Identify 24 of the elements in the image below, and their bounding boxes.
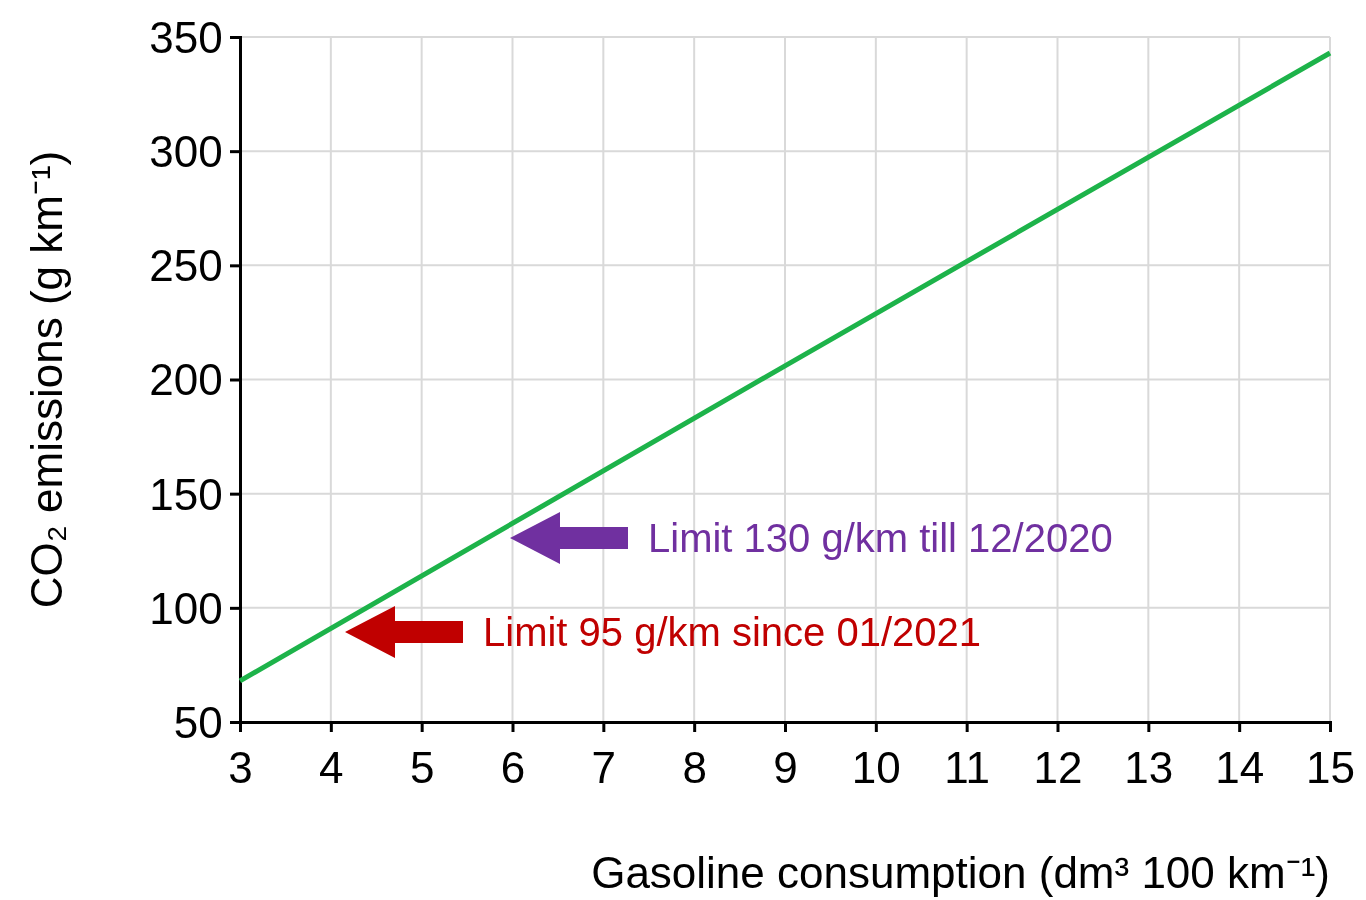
y-tick-label: 350: [149, 12, 223, 62]
y-tick-label: 200: [149, 355, 223, 405]
annotation: Limit 130 g/km till 12/2020: [648, 516, 1113, 560]
y-tick-label: 150: [149, 469, 223, 519]
y-tick-label: 50: [173, 697, 223, 747]
y-tick-label: 250: [149, 241, 223, 291]
y-tick-label: 300: [149, 127, 223, 177]
x-tick-label: 10: [851, 743, 901, 793]
x-tick-label: 5: [409, 743, 435, 793]
x-tick-label: 14: [1215, 743, 1265, 793]
x-tick-label: 3: [228, 743, 253, 793]
x-tick-label: 7: [591, 743, 617, 793]
x-tick-label: 11: [944, 743, 991, 793]
x-tick-label: 6: [500, 743, 526, 793]
x-tick-label: 4: [319, 743, 344, 793]
x-tick-label: 12: [1033, 743, 1083, 793]
x-tick-label: 15: [1306, 743, 1355, 793]
y-axis-title: CO₂ emissions (g km⁻¹): [22, 150, 71, 609]
x-axis-title: Gasoline consumption (dm³ 100 km⁻¹): [591, 848, 1330, 897]
x-tick-label: 9: [773, 743, 798, 793]
x-tick-label: 8: [682, 743, 707, 793]
y-tick-label: 100: [149, 583, 223, 633]
annotation: Limit 95 g/km since 01/2021: [483, 610, 982, 654]
x-tick-label: 13: [1124, 743, 1174, 793]
